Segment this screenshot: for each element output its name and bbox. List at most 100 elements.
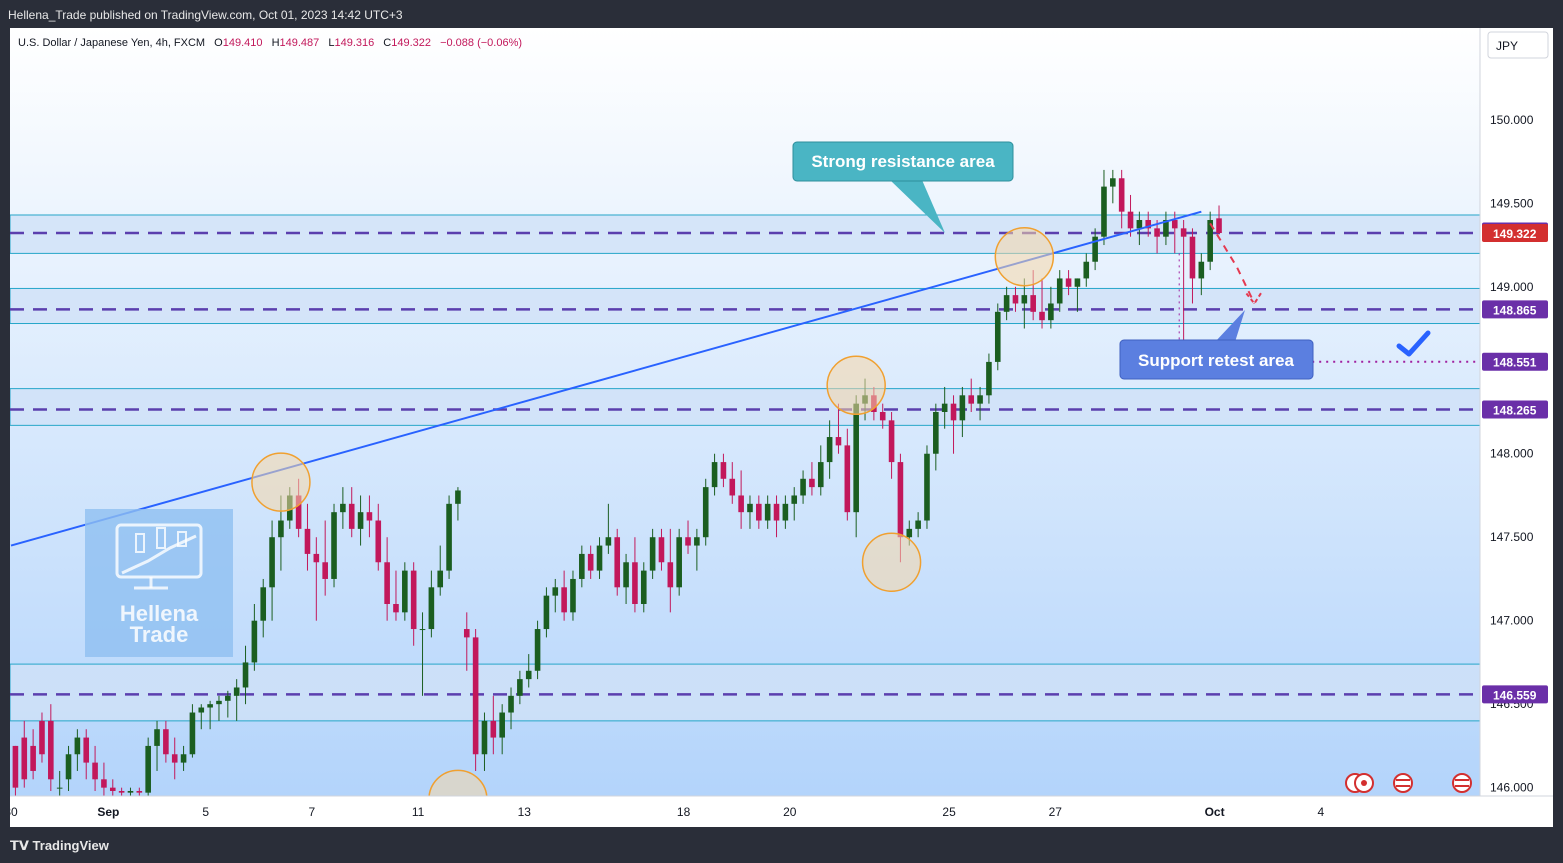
candle-body — [242, 662, 249, 688]
candle-body — [12, 745, 19, 788]
candle-body — [596, 545, 603, 571]
price-marker — [1482, 400, 1548, 419]
price-tick-label: 149.500 — [1490, 196, 1534, 210]
candle-body — [428, 587, 435, 630]
candle-body — [313, 553, 320, 563]
highlight-circle — [994, 226, 1055, 287]
zone-band — [10, 388, 1481, 426]
price-axis: 146.000146.500147.000147.500148.000149.0… — [1479, 28, 1553, 827]
candle-body — [463, 629, 470, 638]
change-value: −0.088 (−0.06%) — [440, 37, 522, 49]
candle-body — [605, 537, 612, 546]
candle-body — [1092, 236, 1098, 262]
support-callout: Support retest area — [1119, 310, 1314, 380]
candle-body — [278, 520, 284, 538]
candle-body — [154, 729, 160, 746]
time-tick-label: Sep — [97, 805, 119, 819]
zones-layer — [10, 214, 1481, 722]
candle-body — [552, 587, 559, 596]
candle-body — [1154, 228, 1160, 237]
us-flag-icon — [1393, 773, 1413, 793]
overlay-layer — [10, 210, 1480, 827]
candle-body — [915, 520, 921, 529]
candle-body — [136, 790, 143, 793]
price-marker-label: 148.265 — [1493, 403, 1537, 417]
candle-body — [782, 503, 789, 521]
time-tick-label: 7 — [309, 805, 316, 819]
currency-button[interactable]: JPY — [1487, 31, 1549, 59]
tradingview-logo[interactable]: 𝗧𝗩 TradingView — [10, 838, 109, 854]
candle-body — [1101, 186, 1107, 237]
candle-body — [933, 412, 939, 454]
candle-body — [950, 403, 957, 421]
candle-body — [658, 537, 665, 563]
open-value: 149.410 — [223, 37, 263, 49]
price-tick-label: 150.000 — [1490, 113, 1534, 127]
candle-body — [340, 503, 346, 513]
candle-body — [941, 403, 948, 412]
candle-body — [30, 745, 36, 771]
high-label: H — [272, 37, 280, 49]
price-tick-label: 146.000 — [1490, 781, 1534, 795]
candle-body — [269, 537, 275, 588]
candle-body — [357, 512, 364, 529]
candle-body — [499, 712, 505, 738]
candle-body — [534, 629, 541, 671]
highlight-circle — [251, 452, 311, 512]
candle-body — [1030, 295, 1036, 312]
candle-body — [384, 562, 390, 604]
candle-body — [455, 490, 461, 504]
resistance-label: Strong resistance area — [811, 152, 995, 171]
currency-label: JPY — [1496, 39, 1518, 53]
candle-body — [348, 503, 355, 529]
time-axis: 30 Sep 5 7 11 13 18 20 25 27 Oct 4 — [10, 795, 1553, 827]
zone-band — [10, 663, 1481, 722]
price-chart[interactable]: 146.000146.500147.000147.500148.000149.0… — [10, 28, 1553, 827]
candle-body — [331, 512, 337, 579]
candle-body — [959, 395, 966, 421]
chart-frame[interactable]: 146.000 146.500 147.000 147.500 148.000 149.0… — [10, 28, 1553, 827]
candle-body — [92, 762, 98, 780]
us-flag-icon-2 — [1452, 773, 1472, 793]
candle-body — [685, 537, 691, 546]
candle-body — [118, 790, 125, 793]
event-icons[interactable] — [1345, 773, 1472, 793]
event-dot-icon — [1361, 780, 1367, 786]
candle-body — [587, 553, 594, 571]
candle-body — [1083, 261, 1090, 279]
price-marker — [1482, 224, 1548, 243]
candle-body — [729, 478, 736, 496]
candle-body — [1003, 295, 1010, 312]
highlight-circle — [861, 532, 922, 593]
candle-body — [207, 704, 213, 708]
candle-body — [1127, 211, 1134, 229]
candle-body — [764, 503, 771, 521]
time-tick-label: 5 — [202, 805, 209, 819]
time-tick-label: 20 — [783, 805, 797, 819]
candle-body — [632, 562, 638, 604]
resistance-callout: Strong resistance area — [792, 141, 1014, 233]
tradingview-brand: TradingView — [32, 838, 109, 853]
candle-body — [1021, 295, 1028, 304]
checkmark-icon — [1396, 330, 1431, 357]
candle-body — [826, 437, 833, 463]
candle-body — [711, 462, 718, 488]
candle-body — [702, 487, 709, 538]
candle-body — [366, 512, 373, 521]
candle-body — [1163, 220, 1169, 237]
publish-text: Hellena_Trade published on TradingView.c… — [8, 8, 403, 22]
publish-header: Hellena_Trade published on TradingView.c… — [0, 0, 1563, 28]
candle-body — [517, 679, 523, 696]
candle-body — [1065, 278, 1072, 287]
candle-body — [402, 570, 408, 613]
candle-body — [1189, 236, 1196, 279]
footer-bar: 𝗧𝗩 TradingView — [0, 827, 1563, 863]
candle-body — [145, 745, 151, 793]
candle-body — [968, 395, 975, 404]
time-tick-label: Oct — [1205, 805, 1225, 819]
candle-body — [225, 695, 231, 701]
candle-body — [101, 779, 107, 788]
candle-body — [835, 437, 842, 446]
candle-body — [410, 570, 417, 630]
candle-body — [304, 528, 311, 554]
